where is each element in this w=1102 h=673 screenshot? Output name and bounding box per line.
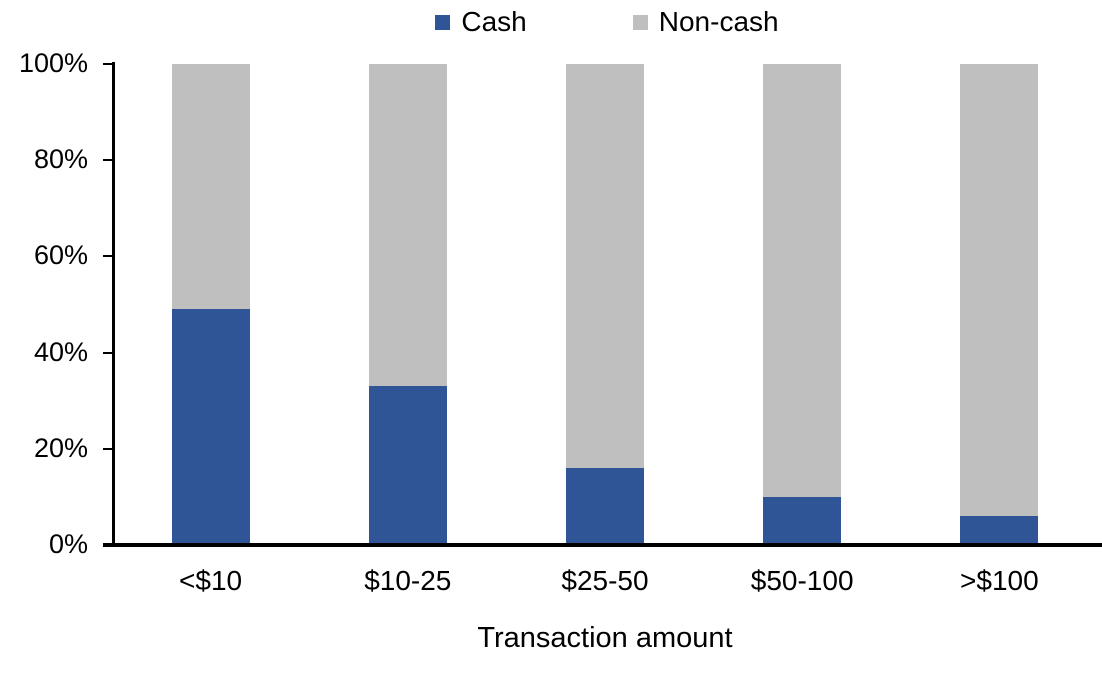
cash-swatch-icon xyxy=(435,14,451,30)
y-tick xyxy=(103,63,112,65)
y-tick xyxy=(103,447,112,450)
legend-label-noncash: Non-cash xyxy=(658,6,779,37)
plot-area: 0% 20% 40% 60% 80% 100% xyxy=(19,50,1102,558)
bar-group xyxy=(309,64,506,545)
x-tick-label: <$10 xyxy=(179,565,243,596)
bars-container xyxy=(112,64,1098,545)
bar-stack xyxy=(565,64,644,545)
bar-stack xyxy=(171,64,250,545)
noncash-swatch-icon xyxy=(632,14,648,30)
bar-segment-cash xyxy=(960,516,1039,545)
bar-segment-cash xyxy=(763,496,842,545)
y-axis-labels: 0% 20% 40% 60% 80% 100% xyxy=(0,50,88,558)
bar-segment-noncash xyxy=(368,64,447,387)
y-tick-label: 20% xyxy=(33,432,88,463)
bar-stack xyxy=(960,64,1039,545)
x-tick-label: $50-100 xyxy=(750,565,854,596)
legend-item-noncash: Non-cash xyxy=(632,6,779,37)
legend: Cash Non-cash xyxy=(56,8,1102,36)
y-tick-label: 40% xyxy=(33,336,88,367)
bar-stack xyxy=(763,64,842,545)
y-tick xyxy=(103,159,112,162)
bar-stack xyxy=(368,64,447,545)
bar-segment-cash xyxy=(368,386,447,545)
x-axis xyxy=(103,543,1102,547)
x-tick-label: $25-50 xyxy=(561,565,649,596)
x-tick-label: >$100 xyxy=(960,565,1039,596)
bar-group xyxy=(704,64,901,545)
x-axis-title: Transaction amount xyxy=(477,622,733,654)
y-tick-label: 0% xyxy=(48,529,88,559)
bar-segment-noncash xyxy=(171,64,250,310)
y-axis xyxy=(112,62,115,547)
x-tick-label: $10-25 xyxy=(364,565,452,596)
x-axis-labels: <$10 $10-25 $25-50 $50-100 >$100 xyxy=(112,567,1098,595)
y-tick-label: 100% xyxy=(18,48,88,78)
y-tick xyxy=(103,351,112,354)
y-tick xyxy=(103,255,112,258)
y-tick-label: 80% xyxy=(33,144,88,175)
bar-group xyxy=(506,64,703,545)
bar-group xyxy=(901,64,1098,545)
y-tick-label: 60% xyxy=(33,240,88,271)
legend-item-cash: Cash xyxy=(435,6,527,37)
bar-segment-cash xyxy=(565,468,644,545)
bar-segment-noncash xyxy=(565,64,644,469)
bar-segment-noncash xyxy=(960,64,1039,517)
bar-segment-cash xyxy=(171,309,250,545)
bar-group xyxy=(112,64,309,545)
legend-label-cash: Cash xyxy=(461,6,527,37)
bar-segment-noncash xyxy=(763,64,842,497)
